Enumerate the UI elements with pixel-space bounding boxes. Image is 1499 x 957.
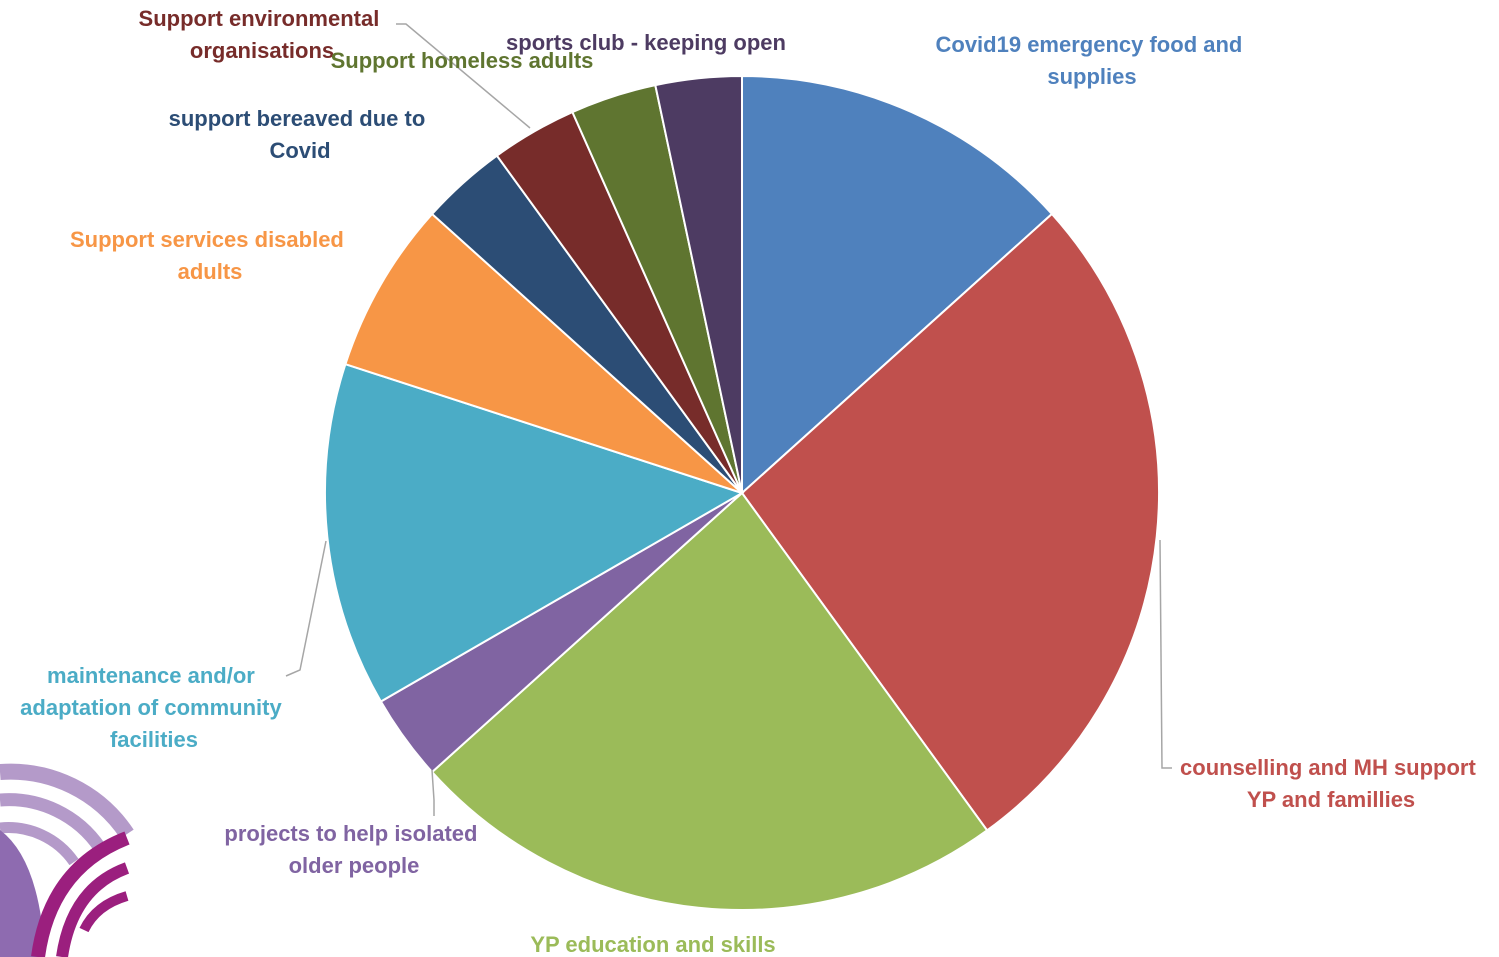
label-line: YP education and skills [530, 932, 775, 957]
label-bereaved: support bereaved due to Covid [169, 106, 432, 163]
label-counselling-mh: counselling and MH support YP and famill… [1180, 755, 1482, 812]
label-environmental: Support environmental organisations [139, 6, 386, 63]
leader-line [285, 540, 327, 677]
label-line: adults [178, 259, 243, 284]
pie-slice-yp-education-and-skills [430, 491, 989, 911]
label-homeless: Support homeless adults [331, 48, 594, 73]
label-line: sports club - keeping open [506, 30, 786, 55]
label-covid19-emergency: Covid19 emergency food and supplies [936, 32, 1249, 89]
label-line: Support environmental [139, 6, 380, 31]
pie-slices [324, 74, 1160, 911]
label-line: organisations [190, 38, 334, 63]
organisation-logo [0, 763, 134, 957]
pie-slice-sports-club-keeping-open [654, 74, 743, 494]
label-line: adaptation of community [20, 695, 282, 720]
label-line: Covid [269, 138, 330, 163]
label-line: Support homeless adults [331, 48, 594, 73]
label-line: facilities [110, 727, 198, 752]
label-line: projects to help isolated [224, 821, 477, 846]
label-line: supplies [1047, 64, 1136, 89]
pie-slice-maintenance-and-or-adaptation-of-community-facilities [324, 362, 745, 703]
pie-slice-counselling-and-mh-support-yp-and-famillies [740, 212, 1160, 832]
label-isolated-older: projects to help isolated older people [224, 821, 483, 878]
leader-line [431, 769, 435, 816]
pie-slice-covid19-emergency-food-and-supplies [741, 74, 1054, 496]
label-disabled-adults: Support services disabled adults [70, 227, 350, 284]
pie-slice-support-services-disabled-adults [344, 212, 743, 494]
label-sports-club: sports club - keeping open [506, 30, 786, 55]
label-line: counselling and MH support [1180, 755, 1476, 780]
leader-line [396, 23, 531, 129]
label-line: older people [289, 853, 420, 878]
label-community-facilities: maintenance and/or adaptation of communi… [20, 663, 288, 752]
leader-lines [285, 23, 1172, 816]
label-line: Covid19 emergency food and [936, 32, 1243, 57]
label-line: maintenance and/or [47, 663, 255, 688]
label-line: support bereaved due to [169, 106, 426, 131]
leader-line [1159, 539, 1172, 769]
label-line: YP and famillies [1247, 787, 1415, 812]
label-yp-education: YP education and skills [530, 932, 775, 957]
label-line: Support services disabled [70, 227, 344, 252]
